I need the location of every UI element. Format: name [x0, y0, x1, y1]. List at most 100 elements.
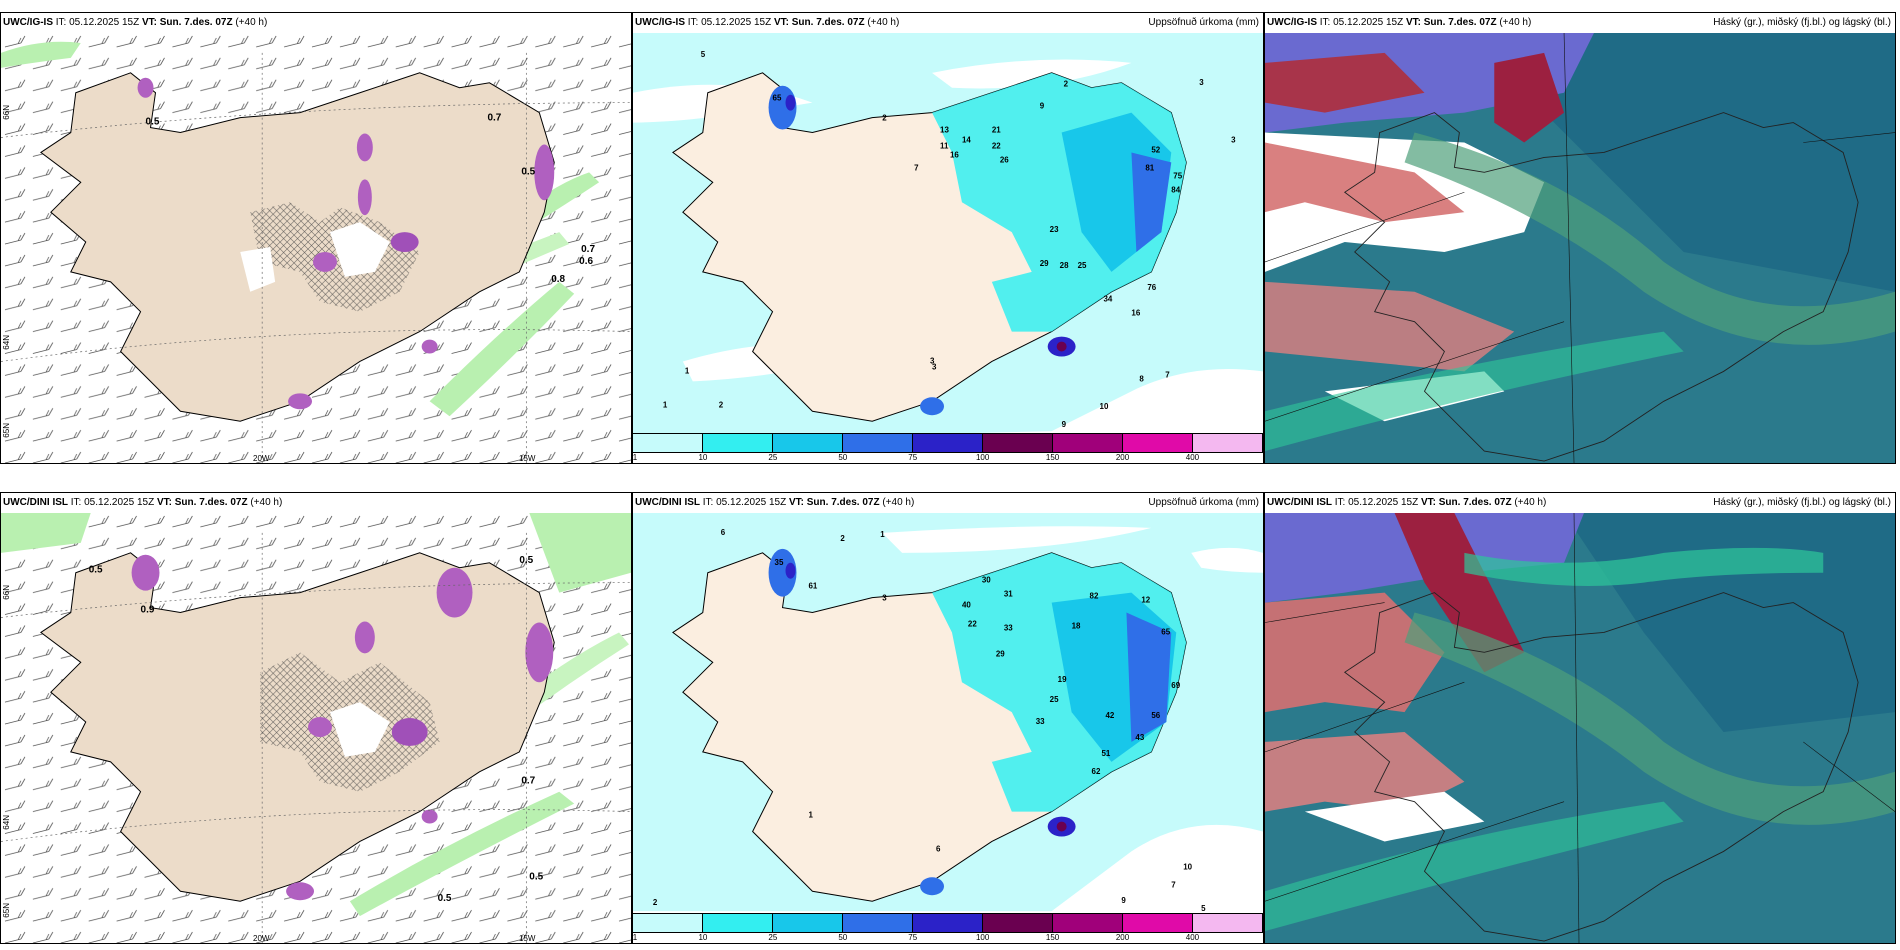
- colorbar-bin: [1123, 434, 1193, 452]
- precip-colorbar: [633, 433, 1263, 453]
- panel-title: Uppsöfnuð úrkoma (mm): [1148, 17, 1259, 28]
- precip-value: 9: [1062, 420, 1067, 429]
- precip-value: 3: [882, 594, 887, 603]
- wind-label: 0.5: [529, 871, 543, 882]
- precip-value: 30: [982, 576, 991, 585]
- colorbar-label: 50: [838, 933, 848, 942]
- panel-bottom-left-wind: UWC/DINI ISL IT: 05.12.2025 15Z VT: Sun.…: [0, 492, 632, 944]
- lead-time: (+40 h): [250, 497, 283, 508]
- colorbar-bin: [983, 914, 1053, 932]
- init-time: IT: 05.12.2025 15Z: [55, 17, 140, 28]
- precip-value: 12: [1141, 596, 1150, 605]
- panel-title: Háský (gr.), miðský (fj.bl.) og lágský (…: [1713, 497, 1891, 508]
- colorbar-label: 400: [1185, 933, 1200, 942]
- init-time: IT: 05.12.2025 15Z: [70, 497, 155, 508]
- wind-label: 0.6: [579, 256, 593, 267]
- wind-label: 0.5: [89, 565, 103, 576]
- cloud-map: [1265, 513, 1895, 943]
- precip-value: 10: [1100, 402, 1109, 411]
- lat-label-66n: 66N: [2, 585, 11, 600]
- panel-header: UWC/DINI ISL IT: 05.12.2025 15Z VT: Sun.…: [633, 493, 1263, 513]
- precip-value: 29: [1040, 259, 1049, 268]
- valid-time: VT: Sun. 7.des. 07Z: [773, 17, 865, 28]
- precip-value: 16: [950, 150, 959, 159]
- colorbar-label: 150: [1045, 453, 1060, 462]
- precip-map: 6 35 61 2 1 3 30 31 33 40 22 29 19 25 82…: [633, 513, 1263, 943]
- wind-label: 0.5: [521, 166, 535, 177]
- precip-value: 2: [1064, 80, 1069, 89]
- lat-label-64n: 64N: [2, 335, 11, 350]
- lead-time: (+40 h): [235, 17, 268, 28]
- precip-value: 18: [1072, 621, 1081, 630]
- precip-value: 2: [719, 400, 724, 409]
- precip-value: 76: [1147, 283, 1156, 292]
- wind-map: 0.5 0.7 0.5 0.7 0.8 0.6: [1, 33, 631, 463]
- precip-value: 22: [992, 141, 1001, 150]
- lat-label-66n: 66N: [2, 105, 11, 120]
- colorbar-bin: [843, 914, 913, 932]
- precip-value: 6: [721, 528, 726, 537]
- precip-value: 75: [1173, 171, 1182, 180]
- precip-value: 6: [936, 844, 941, 853]
- precip-value: 1: [663, 400, 668, 409]
- colorbar-label: 400: [1185, 453, 1200, 462]
- precip-value: 84: [1171, 185, 1180, 194]
- wind-label: 0.5: [519, 555, 533, 566]
- colorbar-bin: [913, 434, 983, 452]
- colorbar-label: 200: [1115, 453, 1130, 462]
- precip-value: 19: [1058, 675, 1067, 684]
- colorbar-labels: 1 10 25 50 75 100 150 200 400: [633, 453, 1263, 463]
- precip-value: 9: [1040, 102, 1045, 111]
- lat-label-64n: 64N: [2, 815, 11, 830]
- precip-value: 2: [653, 898, 658, 907]
- precip-value: 62: [1092, 767, 1101, 776]
- colorbar-label: 10: [698, 933, 708, 942]
- colorbar-bin: [1193, 914, 1263, 932]
- valid-time: VT: Sun. 7.des. 07Z: [1420, 497, 1512, 508]
- lon-label-20w: 20W: [253, 454, 270, 463]
- colorbar-bin: [633, 914, 703, 932]
- precip-value: 42: [1106, 711, 1115, 720]
- precip-value: 7: [914, 163, 919, 172]
- panel-top-middle-precip: UWC/IG-IS IT: 05.12.2025 15Z VT: Sun. 7.…: [632, 12, 1264, 464]
- panel-title: Háský (gr.), miðský (fj.bl.) og lágský (…: [1713, 17, 1891, 28]
- colorbar-bin: [843, 434, 913, 452]
- colorbar-label: 100: [975, 453, 990, 462]
- init-time: IT: 05.12.2025 15Z: [1319, 17, 1404, 28]
- precip-value: 7: [1165, 370, 1170, 379]
- precip-colorbar: [633, 913, 1263, 933]
- precip-value: 52: [1151, 145, 1160, 154]
- precip-value: 1: [880, 530, 885, 539]
- colorbar-label: 75: [908, 933, 918, 942]
- lon-label-15w: 15W: [519, 934, 536, 943]
- colorbar-bin: [913, 914, 983, 932]
- colorbar-label: 10: [698, 453, 708, 462]
- precip-value: 14: [962, 135, 971, 144]
- model-name: UWC/DINI ISL: [1267, 497, 1332, 508]
- precip-value: 56: [1151, 711, 1160, 720]
- precip-value: 34: [1104, 295, 1113, 304]
- precip-value: 61: [808, 582, 817, 591]
- precip-value: 51: [1102, 749, 1111, 758]
- precip-value: 82: [1090, 592, 1099, 601]
- colorbar-bin: [1053, 914, 1123, 932]
- precip-value: 33: [1004, 623, 1013, 632]
- valid-time: VT: Sun. 7.des. 07Z: [156, 497, 248, 508]
- lat-label-65n: 65N: [2, 903, 11, 918]
- valid-time: VT: Sun. 7.des. 07Z: [1405, 17, 1497, 28]
- precip-value: 5: [1201, 904, 1206, 913]
- precip-value: 21: [992, 126, 1001, 135]
- panel-bottom-right-clouds: UWC/DINI ISL IT: 05.12.2025 15Z VT: Sun.…: [1264, 492, 1896, 944]
- colorbar-label: 25: [768, 933, 778, 942]
- panel-top-left-wind: UWC/IG-IS IT: 05.12.2025 15Z VT: Sun. 7.…: [0, 12, 632, 464]
- precip-value: 43: [1135, 733, 1144, 742]
- colorbar-label: 100: [975, 933, 990, 942]
- lon-label-15w: 15W: [519, 454, 536, 463]
- panel-header: UWC/DINI ISL IT: 05.12.2025 15Z VT: Sun.…: [1, 493, 631, 513]
- precip-value: 3: [1199, 78, 1204, 87]
- precip-value: 1: [808, 811, 813, 820]
- precip-value: 9: [1121, 896, 1126, 905]
- panel-header: UWC/IG-IS IT: 05.12.2025 15Z VT: Sun. 7.…: [1, 13, 631, 33]
- precip-value: 7: [1171, 880, 1176, 889]
- model-name: UWC/DINI ISL: [3, 497, 68, 508]
